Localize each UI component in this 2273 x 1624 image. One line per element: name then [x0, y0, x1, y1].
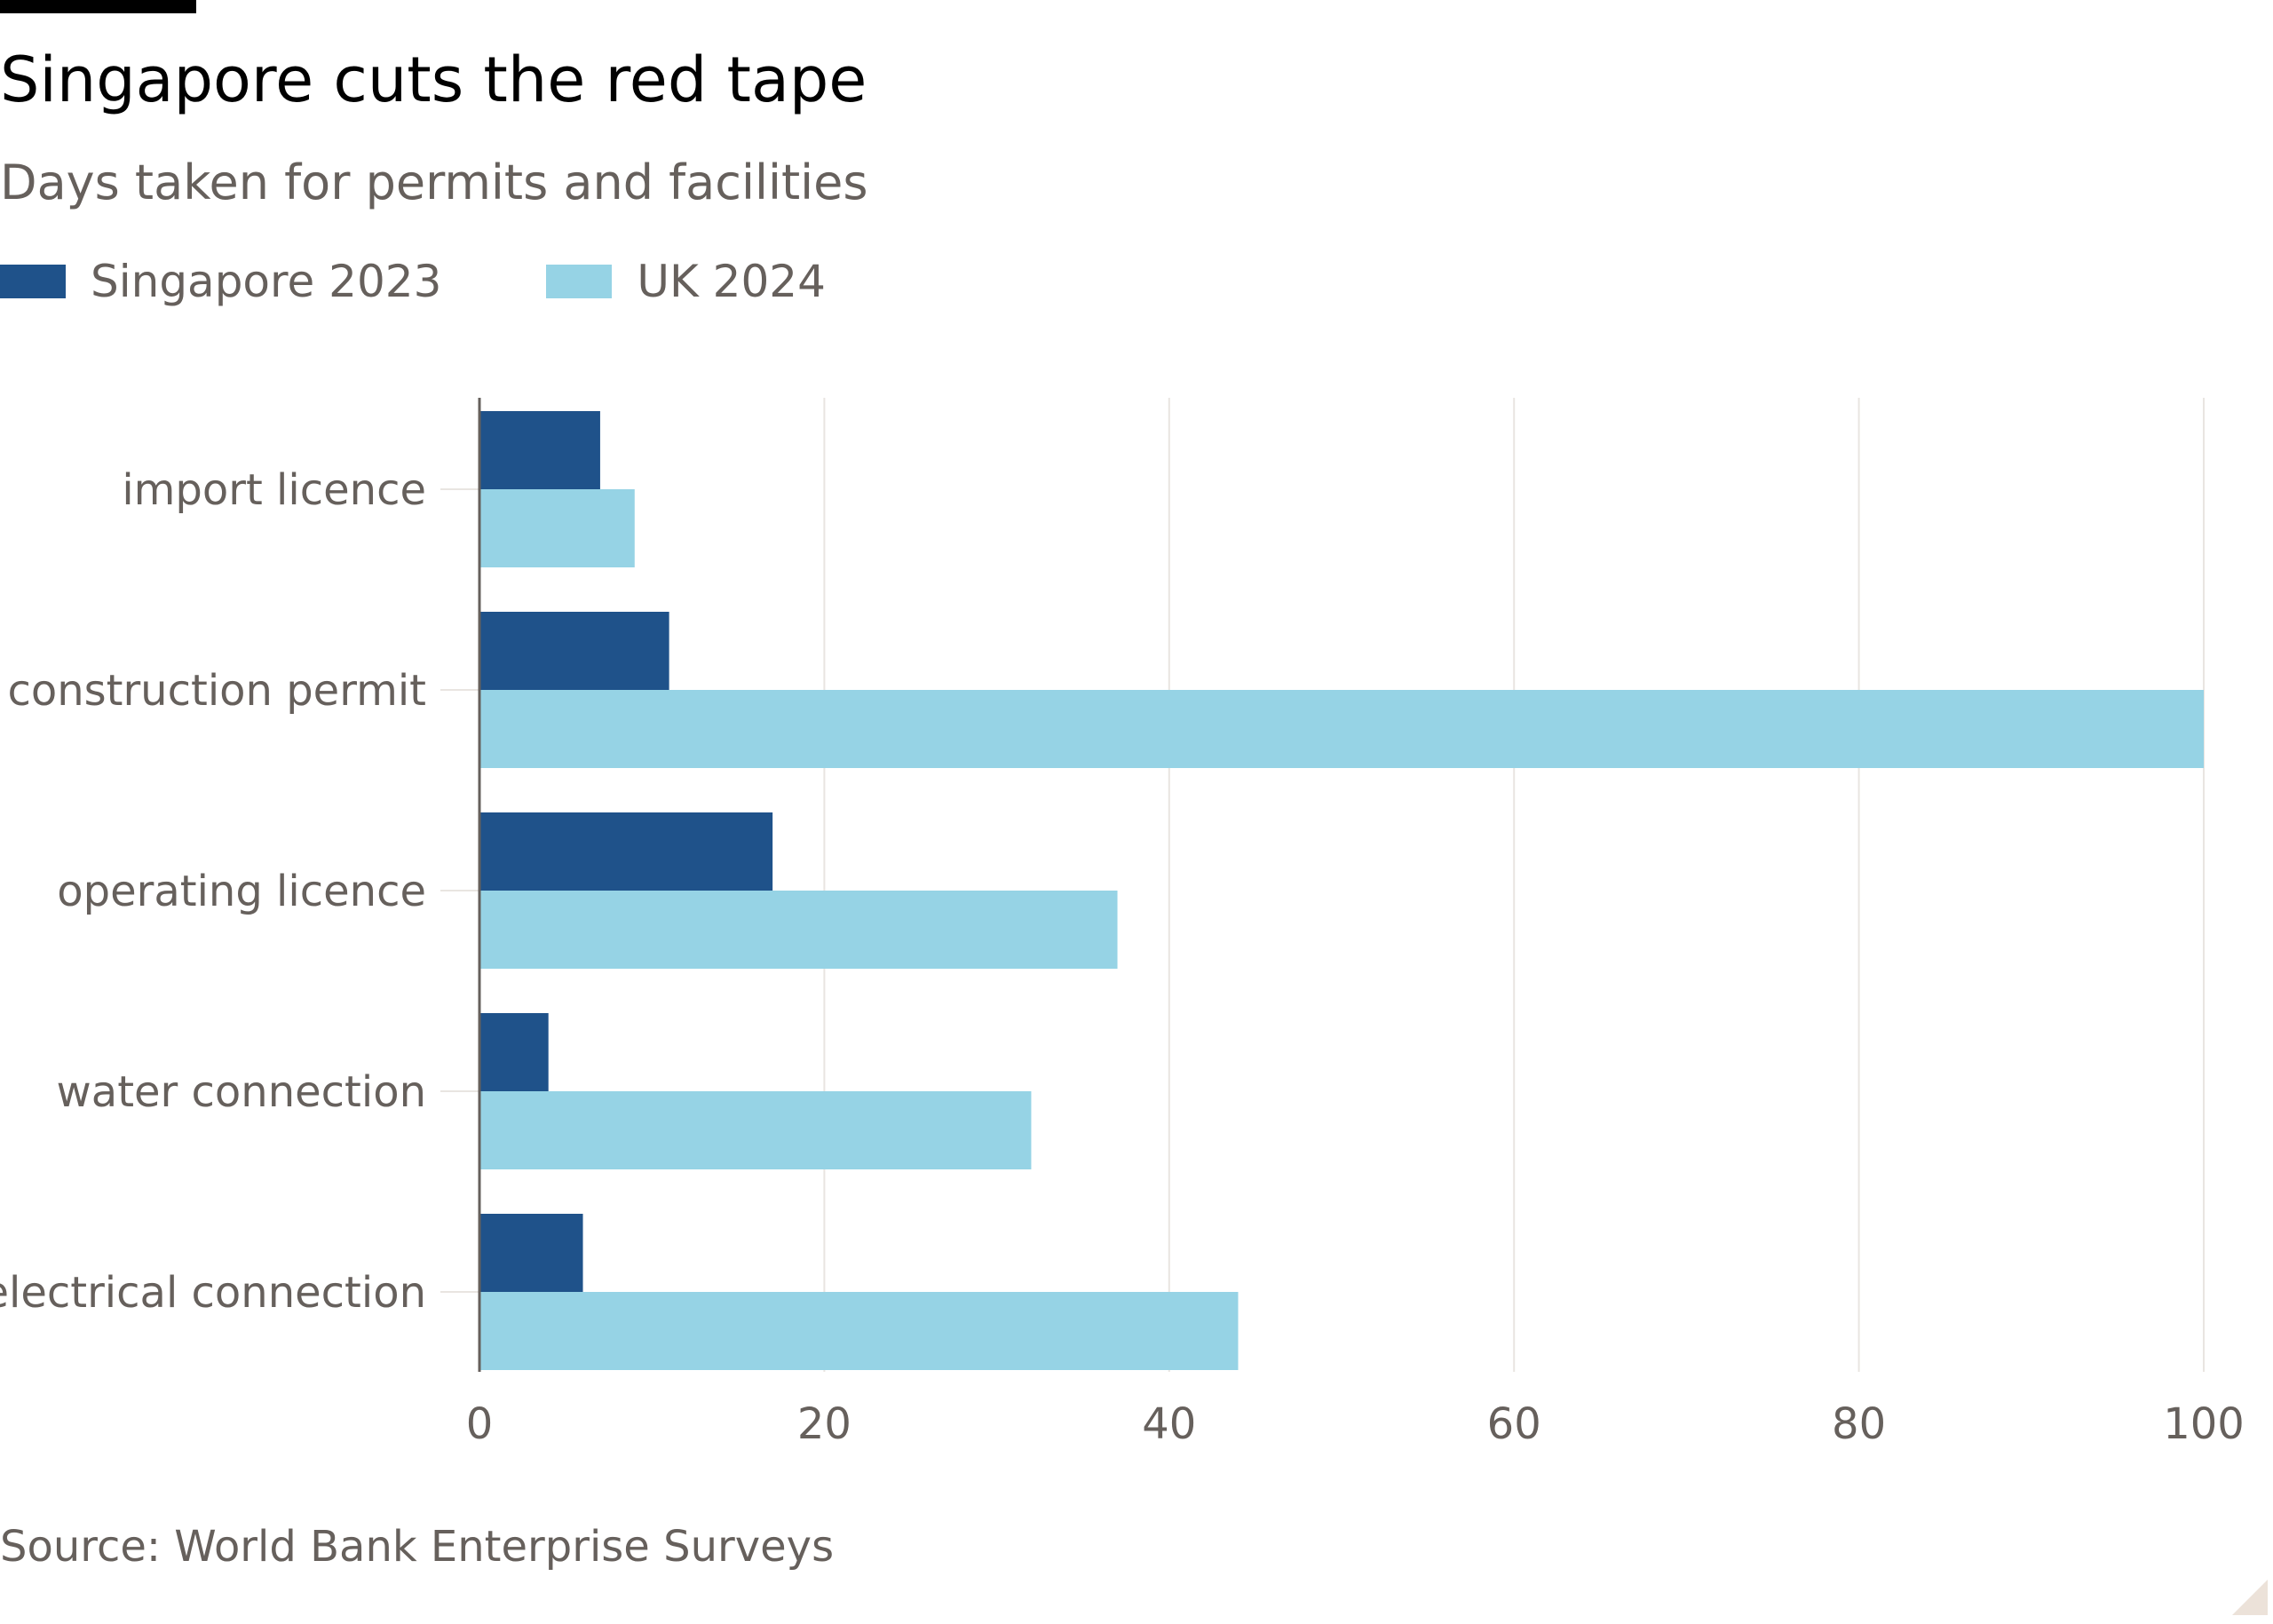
category-label: construction permit	[7, 666, 426, 716]
bar-uk-3	[479, 1091, 1032, 1169]
legend-label-singapore: Singapore 2023	[91, 256, 442, 307]
source-note: Source: World Bank Enterprise Surveys	[0, 1522, 835, 1572]
legend-label-uk: UK 2024	[637, 256, 826, 307]
legend-swatch-singapore	[0, 265, 66, 298]
x-tick-label: 100	[2163, 1399, 2245, 1449]
category-label: water connection	[57, 1067, 426, 1117]
bar-uk-2	[479, 891, 1118, 969]
bar-singapore-4	[479, 1214, 583, 1292]
bar-uk-0	[479, 489, 635, 567]
category-label: electrical connection	[0, 1268, 426, 1318]
x-tick-label: 0	[466, 1399, 494, 1449]
legend-swatch-uk	[546, 265, 613, 298]
legend-item-uk: UK 2024	[546, 250, 826, 313]
category-label: operating licence	[57, 867, 426, 916]
x-tick-label: 60	[1487, 1399, 1541, 1449]
x-tick-label: 80	[1832, 1399, 1886, 1449]
bar-singapore-1	[479, 612, 669, 690]
bar-uk-4	[479, 1292, 1239, 1370]
chart-legend: Singapore 2023 UK 2024	[0, 250, 931, 313]
category-label: import licence	[122, 465, 426, 515]
chart-title: Singapore cuts the red tape	[0, 44, 867, 116]
corner-mark	[2232, 1580, 2268, 1615]
bar-singapore-0	[479, 411, 600, 489]
bar-singapore-3	[479, 1013, 549, 1091]
chart-subtitle: Days taken for permits and facilities	[0, 154, 868, 210]
top-accent-rule	[0, 0, 196, 13]
bar-singapore-2	[479, 812, 773, 891]
bar-uk-1	[479, 690, 2204, 768]
legend-item-singapore: Singapore 2023	[0, 250, 441, 313]
x-tick-label: 40	[1142, 1399, 1196, 1449]
x-tick-label: 20	[797, 1399, 851, 1449]
